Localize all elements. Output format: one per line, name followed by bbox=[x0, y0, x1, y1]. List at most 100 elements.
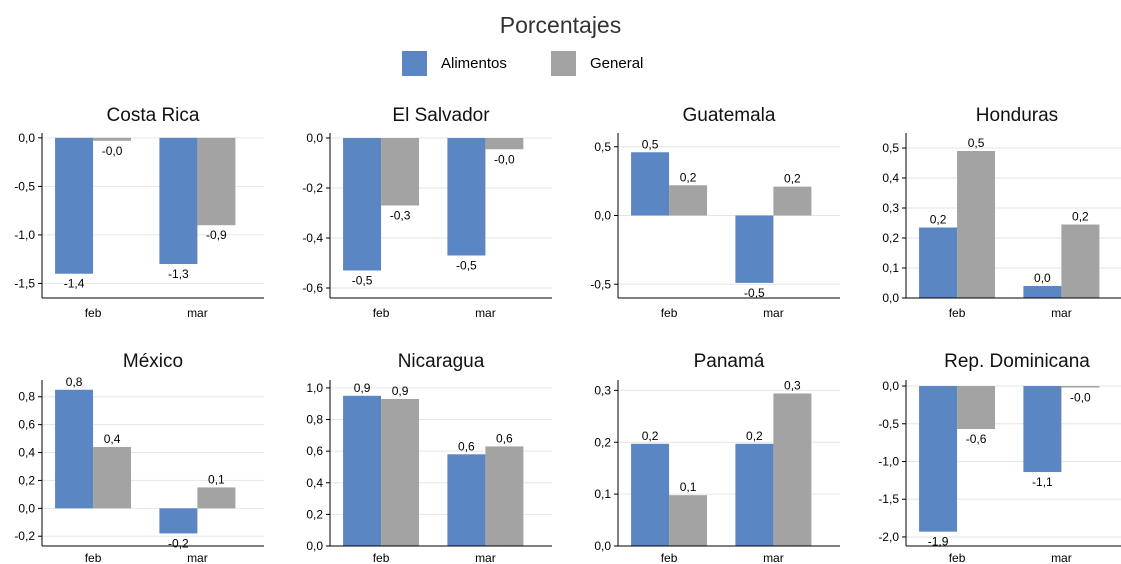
y-tick-label: -1,5 bbox=[878, 492, 899, 506]
bar-alimentos-mar bbox=[735, 443, 774, 546]
data-label-alimentos-feb: -0,5 bbox=[352, 274, 373, 288]
bar-alimentos-mar bbox=[159, 508, 198, 534]
bar-general-feb bbox=[957, 386, 996, 430]
x-tick-label: mar bbox=[475, 551, 496, 564]
y-tick-label: 0,6 bbox=[306, 444, 323, 458]
y-tick-label: 0,4 bbox=[18, 446, 35, 460]
data-label-general-mar: 0,6 bbox=[496, 431, 513, 445]
bar-alimentos-feb bbox=[55, 137, 94, 274]
x-tick-label: feb bbox=[661, 551, 678, 564]
panel-rep-dominicana: Rep. Dominicana 0,0 -0,5 -1,0 -1,5 -2,0 -1,9 -0… bbox=[878, 351, 1121, 564]
bar-general-mar bbox=[197, 487, 236, 509]
bar-alimentos-feb bbox=[631, 443, 670, 546]
bar-alimentos-mar bbox=[447, 138, 486, 256]
data-label-alimentos-feb: 0,8 bbox=[66, 375, 83, 389]
bar-general-feb bbox=[381, 138, 420, 206]
data-label-general-feb: -0,0 bbox=[102, 144, 123, 158]
x-tick-label: feb bbox=[373, 551, 390, 564]
data-label-alimentos-feb: 0,5 bbox=[642, 137, 659, 151]
y-tick-label: 0,8 bbox=[18, 390, 35, 404]
bar-alimentos-mar bbox=[447, 454, 486, 546]
bar-general-feb bbox=[381, 398, 420, 546]
y-tick-label: -0,2 bbox=[302, 181, 323, 195]
y-tick-label: -0,2 bbox=[14, 529, 35, 543]
bar-general-mar bbox=[485, 446, 524, 546]
y-tick-label: 0,2 bbox=[18, 473, 35, 487]
y-tick-label: -2,0 bbox=[878, 530, 899, 544]
y-tick-label: 0,0 bbox=[306, 131, 323, 145]
data-label-alimentos-mar: -1,1 bbox=[1032, 475, 1053, 489]
data-label-alimentos-mar: -0,5 bbox=[456, 259, 477, 273]
y-tick-label: 0,2 bbox=[882, 231, 899, 245]
panel-title: Nicaragua bbox=[398, 351, 485, 372]
panel-title: Honduras bbox=[976, 105, 1058, 126]
x-tick-label: mar bbox=[187, 551, 208, 564]
data-label-general-mar: 0,2 bbox=[784, 172, 801, 186]
legend-swatch-general bbox=[551, 51, 576, 76]
data-label-alimentos-feb: 0,9 bbox=[354, 381, 371, 395]
data-label-general-feb: 0,4 bbox=[104, 432, 121, 446]
y-tick-label: 0,8 bbox=[306, 413, 323, 427]
x-tick-label: mar bbox=[1051, 551, 1072, 564]
y-tick-label: 0,0 bbox=[18, 131, 35, 145]
y-tick-label: 0,4 bbox=[306, 476, 323, 490]
y-tick-label: -1,5 bbox=[14, 276, 35, 290]
bar-general-feb bbox=[93, 137, 132, 141]
y-tick-label: 0,3 bbox=[594, 383, 611, 397]
data-label-general-mar: -0,0 bbox=[494, 152, 515, 166]
data-label-general-feb: -0,3 bbox=[390, 209, 411, 223]
legend: Alimentos General bbox=[0, 51, 1121, 81]
data-label-general-feb: 0,1 bbox=[680, 480, 697, 494]
x-tick-label: feb bbox=[949, 551, 966, 564]
panel-nicaragua: Nicaragua 1,0 0,8 0,6 0,4 0,2 0,0 0,9 0,9 feb 0,6 0… bbox=[306, 351, 552, 564]
y-tick-label: 0,0 bbox=[882, 379, 899, 393]
bar-general-feb bbox=[93, 446, 132, 509]
data-label-alimentos-mar: 0,6 bbox=[458, 439, 475, 453]
bar-general-mar bbox=[485, 138, 524, 150]
bar-general-mar bbox=[1061, 386, 1100, 388]
panel-title: Rep. Dominicana bbox=[944, 351, 1090, 372]
x-tick-label: feb bbox=[373, 306, 390, 320]
y-tick-label: -1,0 bbox=[878, 454, 899, 468]
bar-general-feb bbox=[669, 185, 708, 216]
y-tick-label: 0,0 bbox=[594, 209, 611, 223]
y-tick-label: 0,0 bbox=[594, 539, 611, 553]
y-tick-label: 0,3 bbox=[882, 201, 899, 215]
x-tick-label: mar bbox=[187, 306, 208, 320]
bar-general-mar bbox=[773, 186, 812, 216]
x-tick-label: feb bbox=[85, 551, 102, 564]
panel-costa-rica: Costa Rica 0,0 -0,5 -1,0 -1,5 -1,4 -0,0 feb -1,3… bbox=[14, 105, 264, 320]
y-tick-label: 0,0 bbox=[882, 291, 899, 305]
x-tick-label: mar bbox=[1051, 306, 1072, 320]
bar-alimentos-mar bbox=[1023, 286, 1062, 298]
data-label-general-mar: -0,0 bbox=[1070, 391, 1091, 405]
y-tick-label: 0,0 bbox=[306, 539, 323, 553]
panel-title: Costa Rica bbox=[107, 105, 200, 126]
y-tick-label: 0,5 bbox=[594, 140, 611, 154]
x-tick-label: feb bbox=[949, 306, 966, 320]
y-tick-label: -0,5 bbox=[878, 417, 899, 431]
bar-alimentos-feb bbox=[919, 386, 958, 532]
data-label-alimentos-feb: -1,4 bbox=[64, 277, 85, 291]
y-tick-label: 0,5 bbox=[882, 141, 899, 155]
x-tick-label: mar bbox=[763, 306, 784, 320]
data-label-general-mar: 0,2 bbox=[1072, 210, 1089, 224]
legend-label-general: General bbox=[590, 55, 644, 72]
bar-general-mar bbox=[197, 137, 236, 226]
data-label-alimentos-feb: 0,2 bbox=[642, 429, 659, 443]
y-tick-label: -0,5 bbox=[590, 277, 611, 291]
y-tick-label: -0,4 bbox=[302, 231, 323, 245]
bar-alimentos-feb bbox=[55, 389, 94, 509]
y-tick-label: 0,6 bbox=[18, 418, 35, 432]
bar-alimentos-feb bbox=[631, 152, 670, 216]
legend-label-alimentos: Alimentos bbox=[441, 55, 507, 72]
bar-alimentos-mar bbox=[1023, 386, 1062, 473]
data-label-general-feb: -0,6 bbox=[966, 432, 987, 446]
x-tick-label: mar bbox=[763, 551, 784, 564]
x-tick-label: feb bbox=[661, 306, 678, 320]
legend-item-alimentos: Alimentos bbox=[402, 51, 507, 76]
data-label-alimentos-mar: -0,5 bbox=[744, 286, 765, 300]
y-tick-label: 0,2 bbox=[594, 435, 611, 449]
data-label-general-feb: 0,5 bbox=[968, 136, 985, 150]
